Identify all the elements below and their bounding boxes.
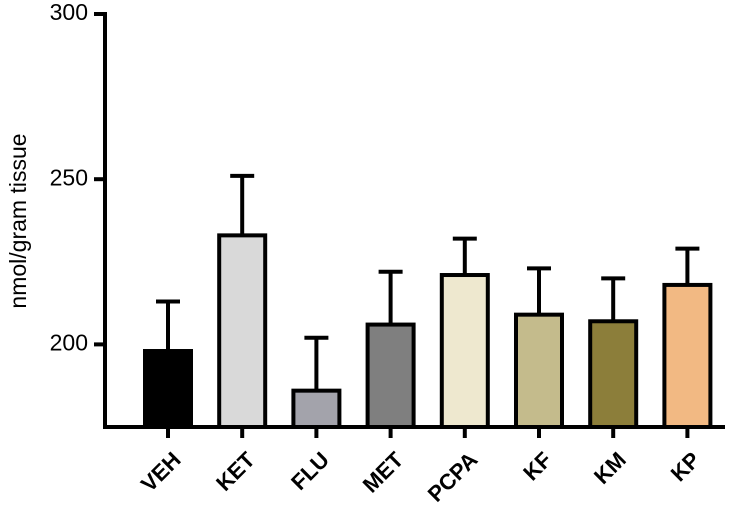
x-tick-label: KET — [211, 447, 260, 496]
bar — [439, 273, 490, 429]
x-tick-label: MET — [358, 447, 409, 498]
bar — [588, 319, 639, 429]
x-tick-label: PCPA — [423, 447, 483, 507]
bar — [662, 282, 713, 430]
bar — [143, 349, 193, 429]
x-tick-label: KP — [666, 447, 705, 486]
y-axis-label: nmol/gram tissue — [5, 133, 31, 308]
bar — [291, 388, 342, 430]
bar — [365, 322, 416, 429]
x-tick-label: VEH — [136, 447, 186, 497]
y-tick-label: 300 — [50, 0, 88, 25]
y-tick-label: 250 — [50, 164, 88, 190]
x-tick-label: KF — [518, 447, 556, 485]
bar — [514, 312, 564, 429]
bar — [217, 233, 268, 429]
x-tick-label: FLU — [286, 447, 334, 495]
y-tick-label: 200 — [50, 329, 88, 355]
x-tick-label: KM — [589, 447, 631, 489]
